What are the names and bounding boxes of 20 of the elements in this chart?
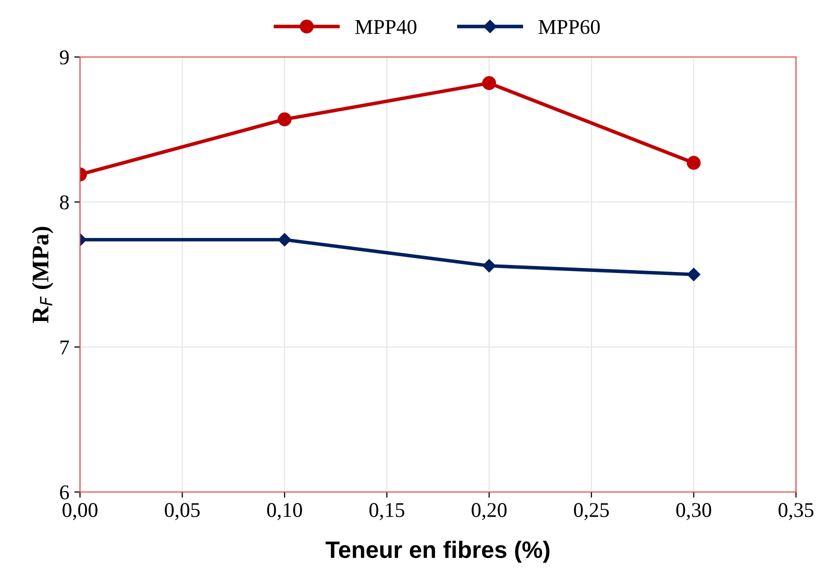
y-tick-label: 7 <box>60 340 69 354</box>
x-tick-label: 0,15 <box>369 503 404 520</box>
x-tick-label: 0,30 <box>676 503 712 520</box>
point <box>687 268 700 282</box>
point <box>482 259 496 272</box>
y-tick-label: 9 <box>60 50 69 64</box>
x-tick-label: 0,20 <box>472 503 507 520</box>
x-tick-label: 0,10 <box>267 503 302 520</box>
y-tick-label: 6 <box>60 485 69 500</box>
y-tick-label: 8 <box>60 195 69 210</box>
y-axis-title: R$_{F}$ (MPa) <box>32 226 54 323</box>
x-tick-label: 0,35 <box>778 503 814 520</box>
x-axis-title: Teneur en fibres (%) <box>326 540 550 563</box>
legend-label: MPP40 <box>355 20 416 34</box>
point <box>686 156 701 170</box>
point <box>482 76 496 90</box>
legend-label: MPP60 <box>538 20 600 34</box>
x-tick-label: 0,25 <box>574 503 609 520</box>
x-tick-label: 0,05 <box>164 503 200 520</box>
x-tick-label: 0,00 <box>62 503 98 520</box>
